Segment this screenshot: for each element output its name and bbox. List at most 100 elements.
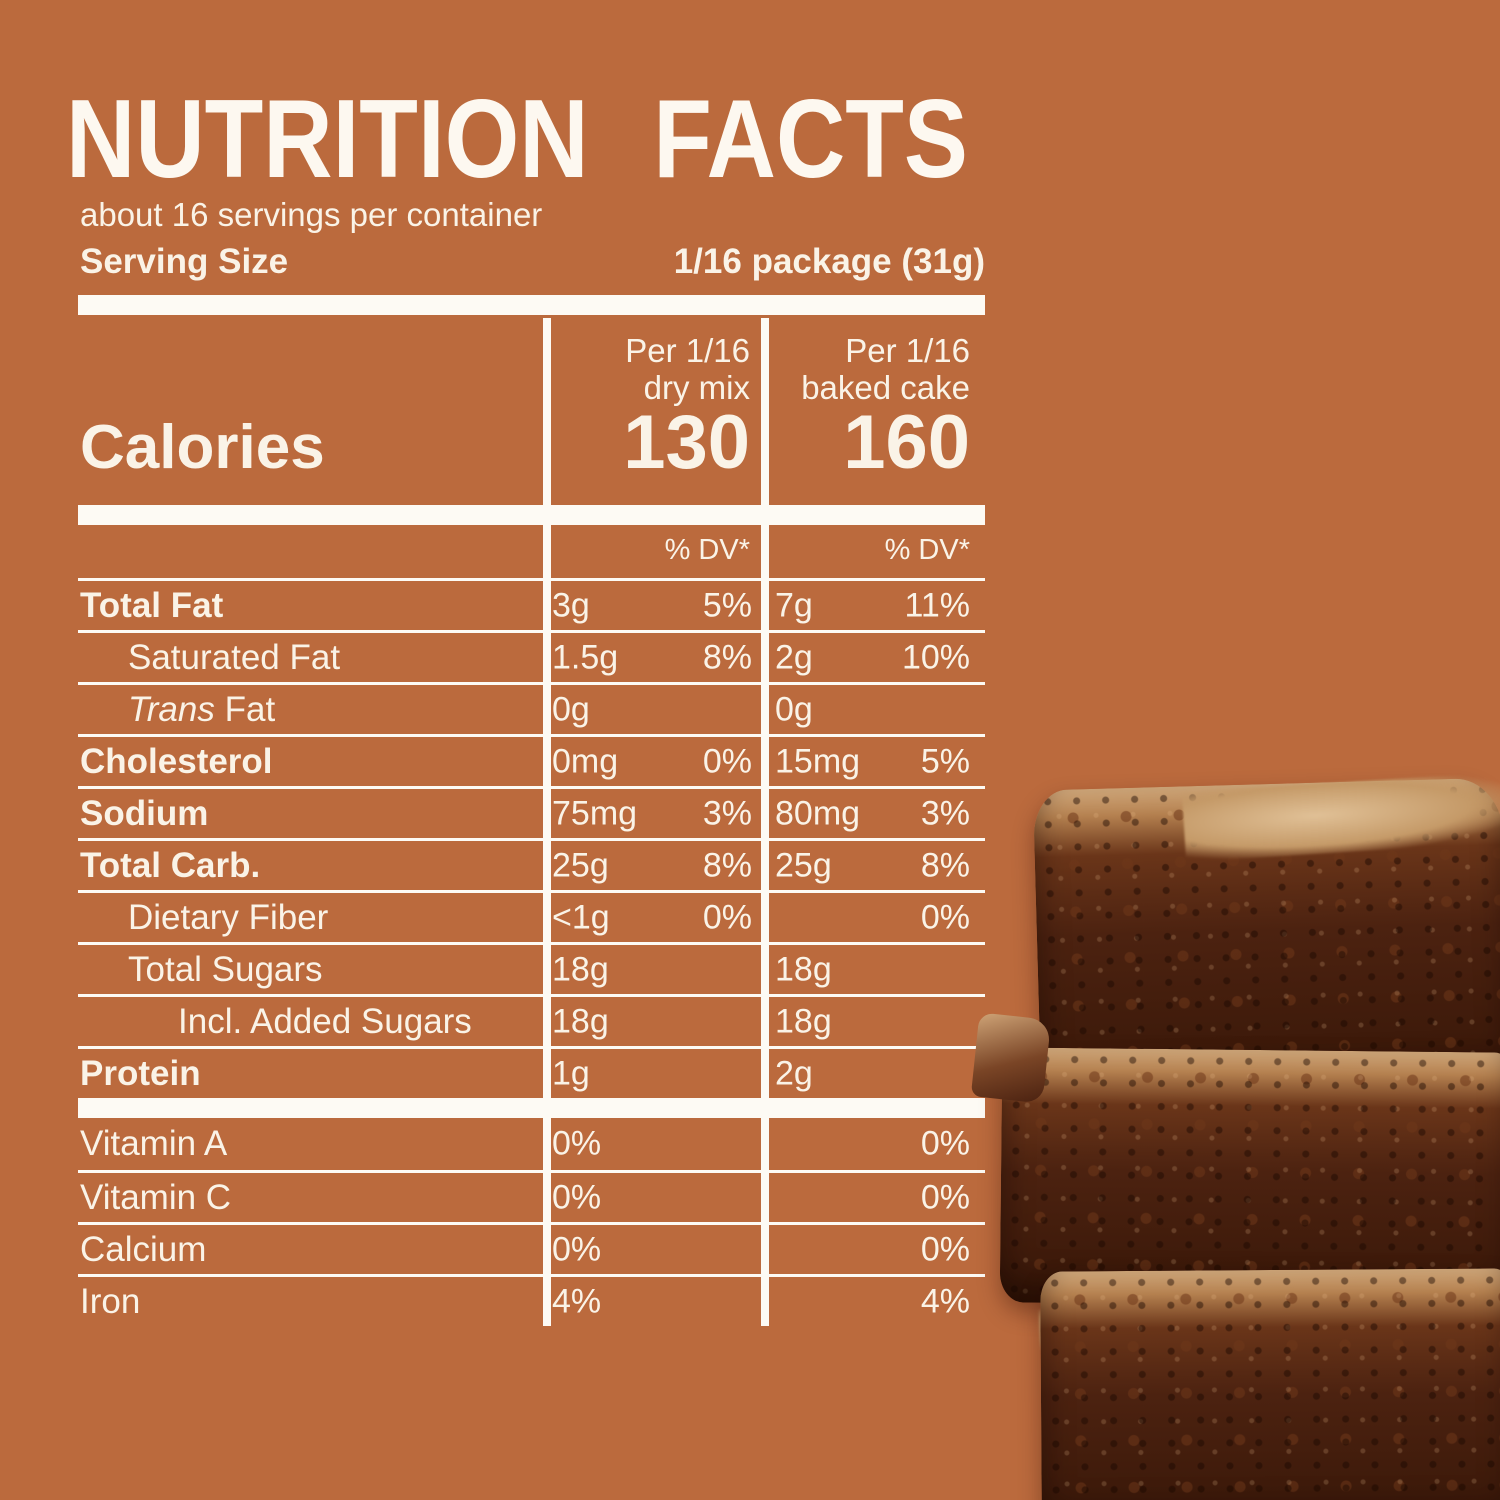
daily-value-percent: 8% — [920, 846, 970, 884]
brownie-crust-flake — [1181, 771, 1500, 863]
row-label: Protein — [80, 1053, 201, 1093]
table-row: Trans Fat 0g 0g — [78, 682, 985, 734]
column-header-dry-mix: Per 1/16 dry mix — [552, 332, 750, 406]
table-row: Saturated Fat 1.5g 8% 2g 10% — [78, 630, 985, 682]
table-row: Calcium 0% 0% — [78, 1222, 985, 1274]
daily-value-percent: 8% — [702, 638, 752, 676]
serving-size-label: Serving Size — [80, 242, 289, 281]
amount-value: 18g — [775, 1002, 832, 1040]
daily-value-percent: 3% — [920, 794, 970, 832]
amount-value: 25g — [775, 846, 832, 884]
amount-value: 18g — [775, 950, 832, 988]
value-cell: 18g — [552, 950, 752, 989]
value-cell: 0% — [775, 1230, 970, 1269]
table-row: Sodium 75mg 3% 80mg 3% — [78, 786, 985, 838]
column-header-line: Per 1/16 — [845, 332, 970, 369]
amount-value: 80mg — [775, 794, 861, 832]
row-label: Total Sugars — [128, 949, 323, 989]
row-label: Saturated Fat — [128, 637, 341, 677]
dv-header-baked-cake: % DV* — [884, 534, 970, 566]
calories-baked-cake-value: 160 — [843, 400, 970, 485]
daily-value-percent: 0% — [702, 742, 752, 780]
table-row: Total Fat 3g 5% 7g 11% — [78, 578, 985, 630]
column-header-baked-cake: Per 1/16 baked cake — [775, 332, 970, 406]
amount-value: 2g — [775, 1054, 813, 1092]
table-row: Protein 1g 2g — [78, 1046, 985, 1098]
table-row: Dietary Fiber <1g 0% 0% — [78, 890, 985, 942]
value-cell: 0mg 0% — [552, 742, 752, 781]
row-label: Total Fat — [80, 585, 224, 625]
amount-value: 2g — [775, 638, 813, 676]
daily-value-percent: 0% — [920, 1178, 970, 1216]
daily-value-percent: 3% — [702, 794, 752, 832]
table-row: Vitamin C 0% 0% — [78, 1170, 985, 1222]
daily-value-percent: 0% — [702, 898, 752, 936]
amount-value: 3g — [552, 586, 590, 624]
row-label: Incl. Added Sugars — [178, 1001, 472, 1041]
amount-value: 0% — [552, 1230, 602, 1268]
daily-value-percent: 0% — [920, 898, 970, 936]
amount-value: 0g — [552, 690, 590, 728]
divider-bar-vitamins — [78, 1098, 985, 1118]
column-divider-2 — [761, 318, 769, 1326]
vitamin-table: Vitamin A 0% 0% Vitamin C 0% 0% Calcium 0% 0% Iro… — [78, 1118, 985, 1326]
value-cell: 0% — [552, 1125, 752, 1164]
value-cell: 0% — [552, 1230, 752, 1269]
value-cell: 0% — [552, 1178, 752, 1217]
row-label: Trans Fat — [128, 689, 276, 729]
value-cell: 7g 11% — [775, 586, 970, 625]
value-cell: 0g — [552, 690, 752, 729]
page-title: NUTRITION FACTS — [66, 77, 968, 202]
value-cell: 80mg 3% — [775, 794, 970, 833]
amount-value: 0% — [552, 1178, 602, 1216]
value-cell: 0% — [775, 898, 970, 937]
amount-value: 1.5g — [552, 638, 619, 676]
amount-value: 18g — [552, 950, 609, 988]
value-cell: 3g 5% — [552, 586, 752, 625]
value-cell: 75mg 3% — [552, 794, 752, 833]
calories-label: Calories — [80, 413, 325, 482]
amount-value: 0g — [775, 690, 813, 728]
amount-value: 0mg — [552, 742, 619, 780]
daily-value-percent: 0% — [920, 1124, 970, 1163]
table-row: Incl. Added Sugars 18g 18g — [78, 994, 985, 1046]
value-cell: 1g — [552, 1054, 752, 1093]
value-cell: 25g 8% — [552, 846, 752, 885]
amount-value: 1g — [552, 1054, 590, 1092]
serving-size-value: 1/16 package (31g) — [673, 242, 985, 281]
column-header-line: baked cake — [801, 369, 970, 406]
daily-value-percent: 11% — [904, 586, 970, 624]
value-cell: 1.5g 8% — [552, 638, 752, 677]
table-row: Vitamin A 0% 0% — [78, 1118, 985, 1170]
divider-bar-calories — [78, 505, 985, 525]
column-divider-1 — [543, 318, 551, 1326]
table-row: Iron 4% 4% — [78, 1274, 985, 1326]
daily-value-percent: 8% — [702, 846, 752, 884]
row-label: Vitamin A — [80, 1124, 228, 1163]
dv-header-dry-mix: % DV* — [664, 534, 750, 566]
row-label: Calcium — [80, 1229, 207, 1269]
value-cell: 18g — [552, 1002, 752, 1041]
amount-value: 25g — [552, 846, 609, 884]
value-cell: 18g — [775, 950, 970, 989]
row-label: Iron — [80, 1281, 141, 1321]
row-label: Dietary Fiber — [128, 897, 329, 937]
amount-value: 18g — [552, 1002, 609, 1040]
daily-value-percent: 10% — [901, 638, 970, 676]
amount-value: <1g — [552, 898, 610, 936]
brownie-crumb — [970, 1012, 1052, 1104]
amount-value: 75mg — [552, 794, 638, 832]
daily-value-percent: 5% — [702, 586, 752, 624]
row-label: Vitamin C — [80, 1177, 232, 1217]
brownie-slab-bottom — [1040, 1268, 1500, 1500]
value-cell: 2g 10% — [775, 638, 970, 677]
row-label: Total Carb. — [80, 845, 261, 885]
value-cell: 2g — [775, 1054, 970, 1093]
table-row: Total Carb. 25g 8% 25g 8% — [78, 838, 985, 890]
nutrient-table: Total Fat 3g 5% 7g 11% Saturated Fat 1.5g 8% 2g 1… — [78, 578, 985, 1098]
column-header-line: dry mix — [643, 369, 750, 406]
row-label: Sodium — [80, 793, 209, 833]
value-cell: <1g 0% — [552, 898, 752, 937]
table-row: Cholesterol 0mg 0% 15mg 5% — [78, 734, 985, 786]
